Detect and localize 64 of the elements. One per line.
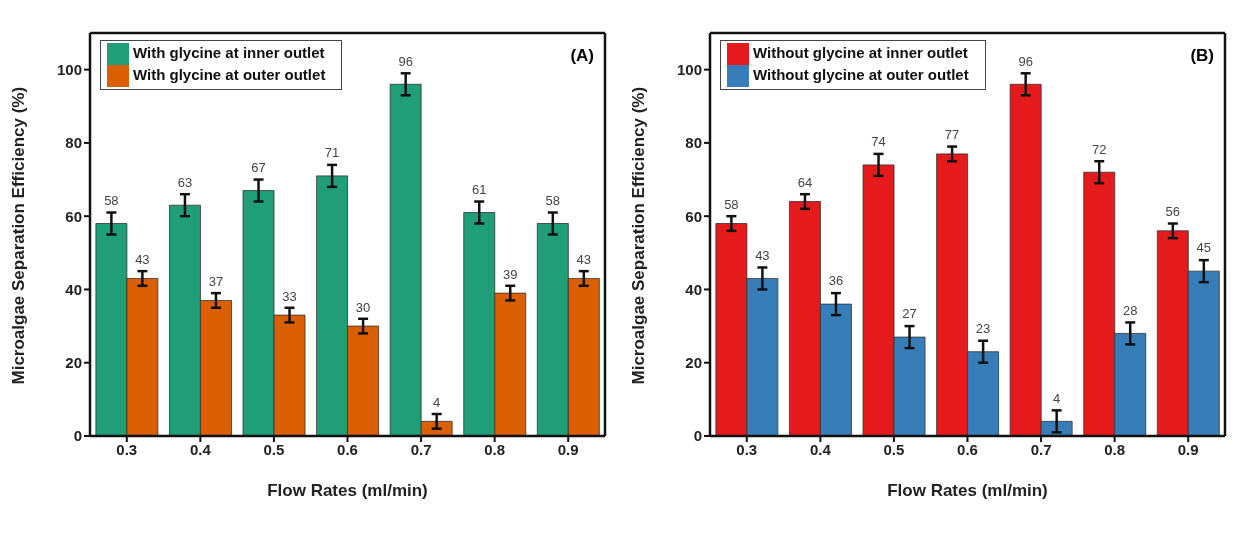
data-label: 39 — [503, 266, 518, 282]
data-label: 23 — [975, 321, 991, 337]
y-tick-label: 80 — [65, 134, 82, 152]
data-label: 36 — [828, 273, 844, 289]
x-tick-label: 0.4 — [809, 440, 832, 458]
x-tick-label: 0.8 — [484, 440, 506, 458]
data-label: 77 — [944, 127, 960, 143]
data-label: 43 — [576, 252, 592, 268]
y-tick-label: 20 — [685, 354, 702, 372]
x-tick-label: 0.9 — [557, 440, 579, 458]
annotation: (A) — [570, 46, 594, 66]
y-tick-label: 60 — [685, 207, 702, 225]
y-axis-title: Microalgae Separation Efficiency (%) — [629, 86, 649, 385]
y-axis-title: Microalgae Separation Efficiency (%) — [9, 86, 29, 385]
data-label: 96 — [1018, 53, 1033, 69]
x-tick-label: 0.7 — [1030, 440, 1052, 458]
x-tick-label: 0.7 — [410, 440, 432, 458]
y-tick-label: 60 — [65, 207, 82, 225]
y-tick-label: 100 — [56, 60, 82, 78]
data-label: 30 — [355, 299, 371, 315]
x-tick-label: 0.5 — [263, 440, 285, 458]
x-tick-label: 0.6 — [957, 440, 978, 458]
data-label: 96 — [398, 53, 413, 69]
y-tick-label: 40 — [65, 280, 82, 298]
x-tick-label: 0.4 — [189, 440, 212, 458]
x-tick-label: 0.6 — [337, 440, 358, 458]
x-tick-label: 0.9 — [1177, 440, 1199, 458]
data-label: 64 — [797, 175, 813, 191]
x-tick-label: 0.5 — [883, 440, 905, 458]
x-axis-title: Flow Rates (ml/min) — [267, 481, 428, 500]
data-label: 63 — [177, 174, 193, 190]
legend-label: Without glycine at inner outlet — [753, 44, 968, 62]
data-label: 74 — [871, 134, 886, 150]
x-axis-title: Flow Rates (ml/min) — [887, 481, 1048, 500]
data-label: 4 — [433, 394, 441, 410]
y-tick-label: 80 — [685, 134, 702, 152]
legend-label: Without glycine at outer outlet — [753, 66, 969, 84]
data-label: 37 — [208, 274, 224, 290]
y-tick-label: 0 — [693, 427, 702, 445]
data-label: 33 — [282, 288, 297, 304]
y-tick-label: 20 — [65, 354, 82, 372]
data-label: 28 — [1123, 302, 1138, 318]
data-label: 67 — [251, 159, 266, 175]
annotation: (B) — [1190, 46, 1214, 66]
y-tick-label: 0 — [73, 427, 82, 445]
x-tick-label: 0.8 — [1104, 440, 1126, 458]
data-label: 56 — [1165, 204, 1181, 220]
data-label: 58 — [724, 197, 739, 213]
legend-label: With glycine at outer outlet — [133, 66, 326, 84]
data-label: 58 — [545, 192, 561, 208]
x-tick-label: 0.3 — [116, 440, 138, 458]
data-label: 43 — [755, 247, 770, 263]
data-label: 61 — [472, 181, 487, 197]
data-label: 45 — [1196, 240, 1212, 256]
y-tick-label: 40 — [685, 280, 702, 298]
data-label: 58 — [104, 192, 119, 208]
data-label: 27 — [902, 306, 917, 322]
y-tick-label: 100 — [676, 60, 702, 78]
data-label: 71 — [324, 145, 340, 161]
data-label: 43 — [135, 252, 150, 268]
legend-label: With glycine at inner outlet — [133, 44, 325, 62]
data-label: 72 — [1092, 141, 1107, 157]
data-label: 4 — [1053, 390, 1061, 406]
x-tick-label: 0.3 — [736, 440, 758, 458]
